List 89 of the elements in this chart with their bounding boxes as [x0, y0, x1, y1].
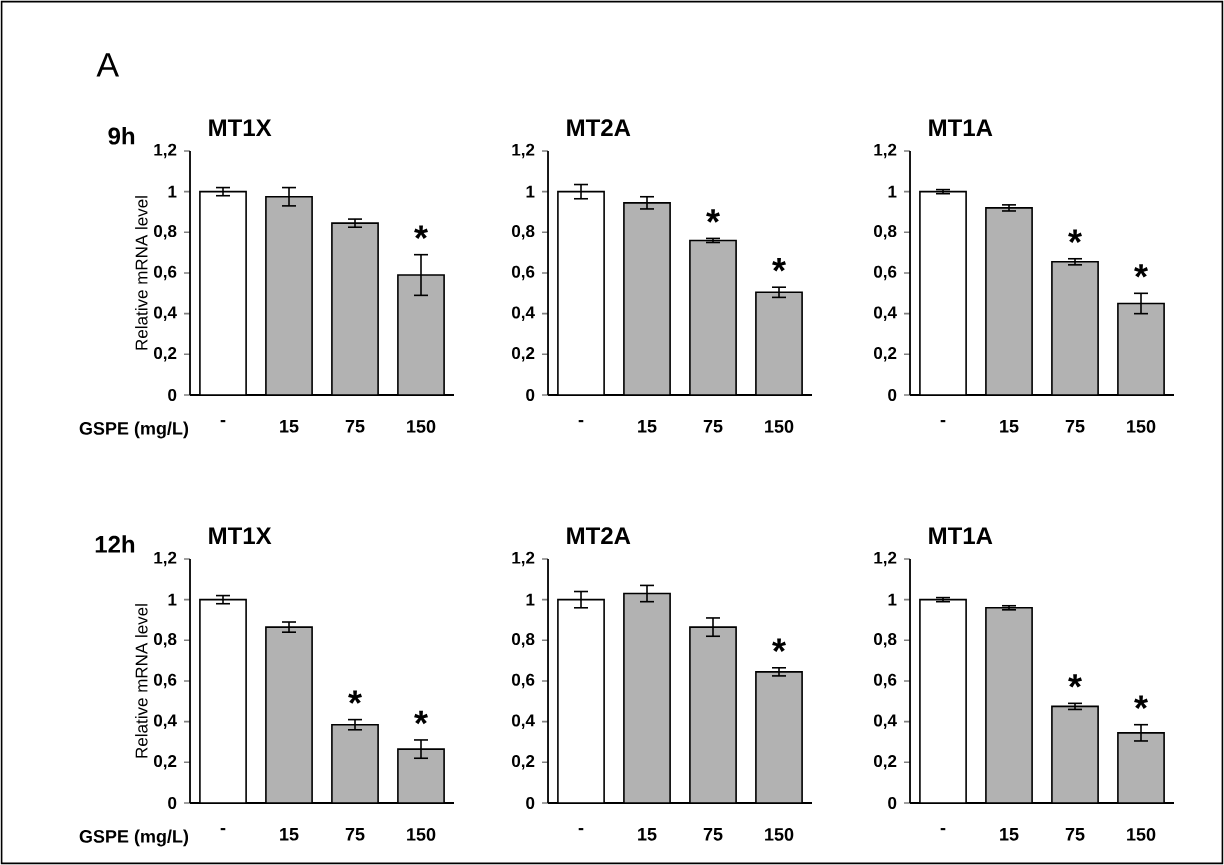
annotation: *: [1068, 674, 1082, 688]
chart-title: MT1A: [929, 527, 993, 544]
y-tick-label: 1: [168, 593, 177, 606]
y-tick-label: 0: [168, 388, 177, 401]
y-tick-label: 1: [888, 185, 897, 198]
y-tick-label: 0,6: [153, 265, 177, 281]
x-tick-label: 75: [703, 420, 723, 433]
annotation: *: [1068, 229, 1082, 243]
y-tick-label: 0,2: [153, 347, 177, 362]
y-tick-label: 0,8: [873, 225, 897, 240]
chart-subtitle: 9h: [108, 126, 135, 145]
annotation: *: [414, 225, 428, 239]
x-tick-label: 150: [765, 828, 794, 841]
x-tick-label: 75: [1065, 420, 1085, 433]
y-tick-label: 1: [888, 593, 897, 606]
x-tick-label: -: [578, 828, 584, 831]
x-tick-label: 150: [1127, 420, 1156, 433]
y-tick-label: 0,2: [153, 755, 177, 770]
y-tick-label: 0,8: [873, 633, 897, 648]
y-tick-label: 0,8: [511, 225, 535, 240]
x-tick-label: 75: [1065, 828, 1085, 841]
chart-title: MT2A: [567, 527, 631, 544]
y-tick-label: 0,6: [873, 265, 897, 281]
x-tick-label: 15: [280, 828, 299, 841]
y-tick-label: 0,6: [511, 673, 535, 689]
x-tick-label: 75: [703, 828, 723, 841]
y-tick-label: 0,4: [873, 306, 897, 321]
x-tick-label: 15: [1000, 420, 1019, 433]
text: A: [96, 53, 120, 77]
y-tick-label: 0,2: [873, 347, 897, 362]
x-tick-label: -: [578, 420, 584, 423]
y-tick-label: 0: [526, 388, 535, 401]
y-tick-label: 1,2: [154, 143, 177, 159]
chart-title: MT2A: [567, 119, 631, 136]
annotation: *: [414, 710, 428, 725]
x-axis-title: GSPE (mg/L): [79, 421, 189, 439]
y-tick-label: 0,8: [153, 225, 177, 240]
y-tick-label: 0,4: [153, 714, 177, 729]
y-tick-label: 1,2: [874, 551, 897, 567]
x-tick-label: -: [220, 828, 226, 831]
y-tick-label: 1,2: [874, 143, 897, 159]
x-tick-label: 150: [407, 420, 436, 433]
y-tick-label: 0: [888, 796, 897, 809]
x-tick-label: -: [940, 828, 946, 831]
y-tick-label: 0,8: [153, 633, 177, 648]
x-tick-label: 75: [345, 828, 365, 841]
y-axis-title: Relative mRNA level: [135, 604, 148, 758]
y-tick-label: 0,6: [873, 673, 897, 689]
chart-title: MT1X: [209, 119, 272, 136]
annotation: *: [348, 690, 362, 704]
chart-title: MT1A: [929, 119, 993, 136]
y-axis-title: Relative mRNA level: [135, 196, 148, 350]
annotation: *: [706, 209, 720, 223]
y-tick-label: 1: [526, 185, 535, 198]
y-tick-label: 0,6: [153, 673, 177, 689]
x-tick-label: 15: [1000, 828, 1019, 841]
x-tick-label: 75: [345, 420, 365, 433]
x-tick-label: -: [220, 420, 226, 423]
x-tick-label: 15: [280, 420, 299, 433]
x-axis-title: GSPE (mg/L): [79, 829, 189, 847]
y-tick-label: 0: [526, 796, 535, 809]
x-tick-label: 150: [765, 420, 794, 433]
y-tick-label: 1,2: [512, 143, 535, 159]
y-tick-label: 1: [168, 185, 177, 198]
chart-subtitle: 12h: [95, 535, 135, 553]
annotation: *: [772, 258, 786, 272]
y-tick-label: 0,4: [873, 714, 897, 729]
x-tick-label: 150: [1127, 828, 1156, 841]
y-tick-label: 0: [168, 796, 177, 809]
chart-title: MT1X: [209, 527, 272, 544]
x-tick-label: -: [940, 420, 946, 423]
y-tick-label: 0,4: [511, 714, 535, 729]
x-tick-label: 15: [638, 828, 657, 841]
annotation: *: [772, 638, 786, 652]
y-tick-label: 0,2: [511, 755, 535, 770]
y-tick-label: 0,2: [511, 347, 535, 362]
y-tick-label: 0,4: [511, 306, 535, 321]
x-tick-label: 15: [638, 420, 657, 433]
annotation: *: [1134, 264, 1148, 278]
y-tick-label: 1: [526, 593, 535, 606]
x-tick-label: 150: [407, 828, 436, 841]
annotation: *: [1134, 695, 1148, 709]
y-tick-label: 1,2: [154, 551, 177, 567]
y-tick-label: 0,8: [511, 633, 535, 648]
y-tick-label: 0: [888, 388, 897, 401]
y-tick-label: 1,2: [512, 551, 535, 567]
y-tick-label: 0,2: [873, 755, 897, 770]
y-tick-label: 0,6: [511, 265, 535, 281]
y-tick-label: 0,4: [153, 306, 177, 321]
